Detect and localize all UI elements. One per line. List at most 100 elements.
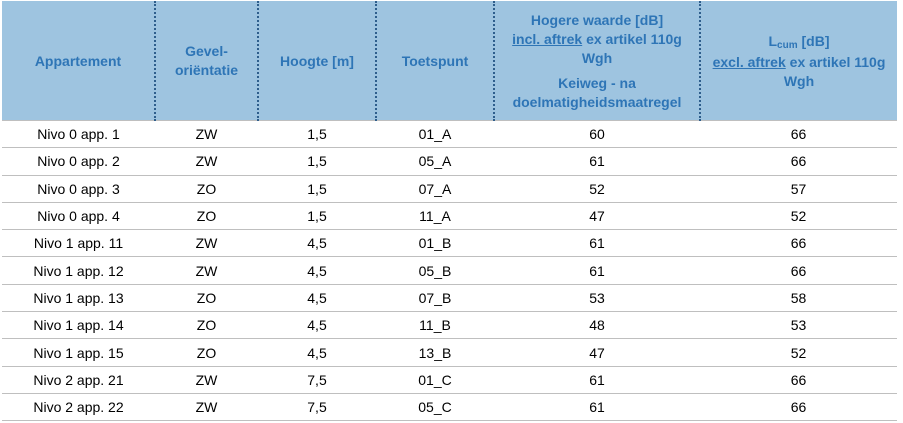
table-cell: Nivo 2 app. 22: [2, 392, 155, 422]
table-cell: Nivo 2 app. 21: [2, 365, 155, 394]
header-cell: Appartement: [2, 1, 155, 121]
table-cell: ZO: [155, 201, 258, 231]
table-cell: 07_B: [376, 283, 494, 313]
table-row: Nivo 2 app. 21 ZW 7,5 01_C 61 66: [2, 365, 897, 394]
table-row: Nivo 1 app. 11 ZW 4,5 01_B 61 66: [2, 229, 897, 258]
table-cell: 57: [700, 174, 897, 203]
table-cell: 61: [494, 256, 700, 285]
header-cell: Hogere waarde [dB] incl. aftrek ex artik…: [493, 1, 700, 121]
table-cell: 66: [700, 229, 897, 258]
table-cell: 4,5: [258, 338, 376, 367]
table-cell: 11_B: [376, 311, 494, 340]
table-cell: ZW: [155, 365, 258, 394]
table-cell: 7,5: [258, 392, 376, 422]
table-cell: 61: [494, 365, 700, 394]
table-cell: 61: [494, 392, 700, 422]
table-row: Nivo 0 app. 4 ZO 1,5 11_A 47 52: [2, 201, 897, 231]
table-cell: 47: [494, 338, 700, 367]
header-text: Appartement: [34, 52, 122, 69]
table-cell: 1,5: [258, 174, 376, 203]
table-row: Nivo 1 app. 13 ZO 4,5 07_B 53 58: [2, 283, 897, 313]
table-cell: 7,5: [258, 365, 376, 394]
table-row: Nivo 1 app. 12 ZW 4,5 05_B 61 66: [2, 256, 897, 285]
header-subscript: cum: [777, 39, 798, 51]
table-cell: 66: [700, 256, 897, 285]
table-cell: 53: [494, 283, 700, 313]
table-cell: 1,5: [258, 201, 376, 231]
table-row: Nivo 1 app. 15 ZO 4,5 13_B 47 52: [2, 338, 897, 367]
table-cell: 47: [494, 201, 700, 231]
table-cell: Nivo 1 app. 13: [2, 283, 155, 313]
header-cell: Gevel-oriëntatie: [154, 1, 258, 121]
table-cell: 01_A: [376, 119, 494, 149]
header-text: [dB]: [801, 32, 830, 49]
header-cell: Toetspunt: [375, 1, 494, 121]
header-row: Appartement Gevel-oriëntatie Hoogte [m] …: [2, 1, 897, 121]
table-cell: ZW: [155, 392, 258, 422]
table-cell: Nivo 0 app. 1: [2, 119, 155, 149]
header-text: oriëntatie: [174, 62, 238, 78]
table-cell: ZW: [155, 147, 258, 176]
table-cell: 58: [700, 283, 897, 313]
table-cell: 4,5: [258, 311, 376, 340]
header-cell: Lcum [dB] excl. aftrek ex artikel 110g W…: [699, 1, 897, 121]
table-row: Nivo 2 app. 22 ZW 7,5 05_C 61 66: [2, 392, 897, 422]
table-cell: 1,5: [258, 147, 376, 176]
header-symbol: L: [768, 32, 778, 49]
table-cell: 52: [494, 174, 700, 203]
table-cell: ZO: [155, 174, 258, 203]
table-cell: 01_C: [376, 365, 494, 394]
header-text: Gevel-: [185, 43, 228, 59]
table-cell: 11_A: [376, 201, 494, 231]
table-cell: Nivo 0 app. 2: [2, 147, 155, 176]
table-cell: 66: [700, 392, 897, 422]
table-cell: 13_B: [376, 338, 494, 367]
table-cell: 05_A: [376, 147, 494, 176]
table-cell: 48: [494, 311, 700, 340]
table-cell: 07_A: [376, 174, 494, 203]
table-row: Nivo 0 app. 1 ZW 1,5 01_A 60 66: [2, 119, 897, 149]
table-cell: ZO: [155, 283, 258, 313]
header-cell: Hoogte [m]: [257, 1, 376, 121]
table-cell: 61: [494, 147, 700, 176]
table-cell: ZW: [155, 229, 258, 258]
table-cell: 05_C: [376, 392, 494, 422]
table-cell: 01_B: [376, 229, 494, 258]
table-cell: Nivo 1 app. 14: [2, 311, 155, 340]
table-cell: ZW: [155, 256, 258, 285]
table-cell: ZW: [155, 119, 258, 149]
table-cell: Nivo 1 app. 15: [2, 338, 155, 367]
table-cell: Nivo 1 app. 12: [2, 256, 155, 285]
header-text: Toetspunt: [401, 52, 469, 69]
header-underlined: excl. aftrek: [712, 53, 786, 70]
table-cell: 4,5: [258, 229, 376, 258]
table-cell: 1,5: [258, 119, 376, 149]
table-cell: 61: [494, 229, 700, 258]
table-cell: 66: [700, 147, 897, 176]
header-text: Hogere waarde [dB]: [530, 11, 664, 28]
table-cell: Nivo 0 app. 3: [2, 174, 155, 203]
table-row: Nivo 1 app. 14 ZO 4,5 11_B 48 53: [2, 311, 897, 340]
table-cell: ZO: [155, 311, 258, 340]
table-cell: Nivo 0 app. 4: [2, 201, 155, 231]
table-cell: 4,5: [258, 283, 376, 313]
header-text: ex artikel 110g Wgh: [581, 30, 682, 66]
table-cell: ZO: [155, 338, 258, 367]
table-cell: 52: [700, 201, 897, 231]
table-cell: 53: [700, 311, 897, 340]
table-cell: 05_B: [376, 256, 494, 285]
table-cell: 60: [494, 119, 700, 149]
table-row: Nivo 0 app. 2 ZW 1,5 05_A 61 66: [2, 147, 897, 176]
header-text: Keiweg - na doelmatigheidsmaatregel: [512, 74, 682, 110]
header-underlined: incl. aftrek: [512, 30, 583, 47]
table-row: Nivo 0 app. 3 ZO 1,5 07_A 52 57: [2, 174, 897, 203]
header-text: Hoogte [m]: [280, 52, 354, 69]
table-cell: 66: [700, 365, 897, 394]
table-cell: 52: [700, 338, 897, 367]
table-header: Appartement Gevel-oriëntatie Hoogte [m] …: [2, 1, 897, 121]
table-cell: Nivo 1 app. 11: [2, 229, 155, 258]
header-text: ex artikel 110g Wgh: [783, 53, 886, 89]
